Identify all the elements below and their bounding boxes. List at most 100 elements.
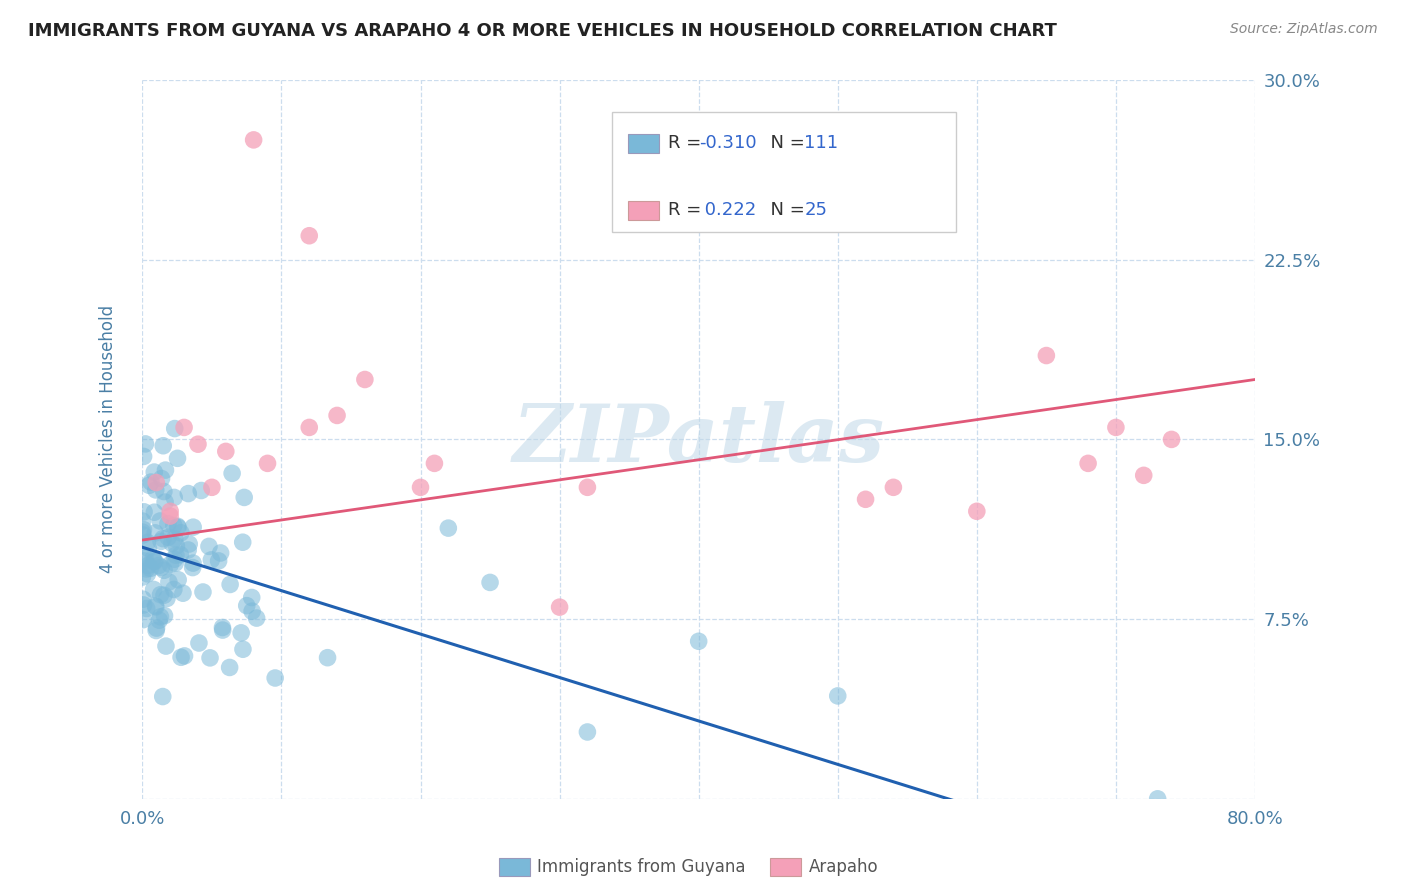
Point — [1105, 420, 1128, 434]
Point — [242, 133, 264, 147]
Point — [233, 491, 256, 505]
Point — [152, 532, 174, 546]
Point — [153, 495, 176, 509]
Point — [145, 599, 167, 613]
Point — [177, 543, 200, 558]
Point — [138, 478, 160, 492]
Point — [159, 509, 181, 524]
Point — [142, 582, 165, 597]
Point — [231, 625, 253, 640]
Point — [167, 573, 190, 587]
Point — [240, 591, 263, 605]
Point — [143, 554, 166, 568]
Point — [150, 560, 173, 574]
Point — [298, 420, 321, 434]
Point — [177, 486, 200, 500]
Point — [1160, 433, 1182, 447]
Point — [201, 480, 224, 494]
Text: N =: N = — [759, 134, 811, 152]
Point — [316, 650, 339, 665]
Point — [181, 560, 204, 574]
Point — [1146, 792, 1168, 806]
Point — [145, 599, 167, 614]
Point — [134, 437, 156, 451]
Point — [215, 444, 238, 458]
Point — [256, 456, 278, 470]
Point — [209, 546, 232, 560]
Point — [153, 608, 176, 623]
Point — [136, 566, 159, 581]
Point — [167, 520, 190, 534]
Point — [163, 582, 186, 597]
Point — [173, 420, 195, 434]
Point — [688, 634, 710, 648]
Point — [200, 553, 222, 567]
Point — [218, 660, 240, 674]
Text: Arapaho: Arapaho — [808, 858, 879, 876]
Point — [143, 505, 166, 519]
Point — [132, 523, 155, 537]
Point — [172, 586, 194, 600]
Point — [576, 725, 599, 739]
Point — [132, 528, 155, 542]
Point — [165, 539, 187, 553]
Point — [190, 483, 212, 498]
Point — [152, 439, 174, 453]
Point — [153, 484, 176, 499]
Point — [198, 651, 221, 665]
Point — [136, 558, 159, 573]
Point — [479, 575, 502, 590]
Text: -0.310: -0.310 — [699, 134, 756, 152]
Point — [150, 471, 173, 485]
Point — [145, 624, 167, 638]
Point — [132, 592, 155, 607]
Point — [159, 504, 181, 518]
Point — [170, 525, 193, 540]
Point — [152, 690, 174, 704]
Point — [232, 642, 254, 657]
Point — [163, 532, 186, 546]
Point — [1077, 456, 1099, 470]
Point — [166, 519, 188, 533]
Point — [149, 588, 172, 602]
Point — [134, 554, 156, 568]
Point — [157, 574, 180, 589]
Point — [966, 504, 988, 518]
Point — [221, 467, 243, 481]
Text: IMMIGRANTS FROM GUYANA VS ARAPAHO 4 OR MORE VEHICLES IN HOUSEHOLD CORRELATION CH: IMMIGRANTS FROM GUYANA VS ARAPAHO 4 OR M… — [28, 22, 1057, 40]
Point — [219, 577, 242, 591]
Point — [135, 601, 157, 615]
Point — [207, 554, 229, 568]
Point — [232, 535, 254, 549]
Point — [155, 463, 177, 477]
Point — [198, 540, 221, 554]
Point — [143, 554, 166, 568]
Point — [163, 518, 186, 533]
Y-axis label: 4 or more Vehicles in Household: 4 or more Vehicles in Household — [100, 305, 117, 574]
Point — [187, 636, 209, 650]
Point — [576, 480, 599, 494]
Point — [827, 689, 849, 703]
Point — [409, 480, 432, 494]
Text: R =: R = — [668, 134, 707, 152]
Text: Immigrants from Guyana: Immigrants from Guyana — [537, 858, 745, 876]
Point — [264, 671, 287, 685]
Point — [142, 551, 165, 566]
Text: 0.222: 0.222 — [699, 201, 756, 219]
Point — [179, 537, 201, 551]
Point — [149, 514, 172, 528]
Point — [163, 491, 186, 505]
Point — [160, 536, 183, 550]
Point — [170, 650, 193, 665]
Point — [181, 520, 204, 534]
Point — [437, 521, 460, 535]
Point — [132, 505, 155, 519]
Point — [156, 516, 179, 531]
Point — [211, 623, 233, 637]
Point — [882, 480, 904, 494]
Point — [235, 599, 257, 613]
Point — [145, 483, 167, 497]
Point — [149, 610, 172, 624]
Text: 111: 111 — [804, 134, 838, 152]
Point — [211, 620, 233, 634]
